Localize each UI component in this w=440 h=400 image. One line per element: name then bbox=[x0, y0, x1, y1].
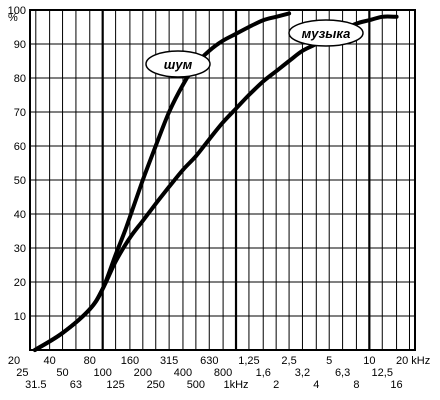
x-tick-label: 50 bbox=[56, 367, 68, 379]
y-tick-label: 40 bbox=[14, 209, 26, 221]
y-tick-label: 70 bbox=[14, 107, 26, 119]
grid bbox=[30, 9, 415, 350]
x-tick-label: 20 bbox=[8, 355, 20, 367]
series-label-noise: шум bbox=[164, 57, 193, 72]
x-tick-label: 3,2 bbox=[295, 367, 310, 379]
y-tick-label: 10 bbox=[14, 311, 26, 323]
x-tick-label: 315 bbox=[160, 355, 178, 367]
legend-label-music: музыка bbox=[288, 19, 364, 47]
legend-label-noise: шум bbox=[145, 50, 211, 78]
x-tick-label: 400 bbox=[174, 367, 192, 379]
x-tick-label: 1,6 bbox=[256, 367, 271, 379]
x-tick-label: 100 bbox=[94, 367, 112, 379]
x-tick-label: 63 bbox=[70, 379, 82, 391]
x-tick-label: 16 bbox=[390, 379, 402, 391]
x-tick-label: 4 bbox=[313, 379, 319, 391]
x-tick-label: 80 bbox=[84, 355, 96, 367]
y-tick-label: 60 bbox=[14, 141, 26, 153]
y-tick-label: 20 bbox=[14, 277, 26, 289]
x-axis-ticks: 20 40 80 160 315 630 1,25 2,5 5 10 25 50 100 200 400 80… bbox=[8, 355, 403, 391]
x-tick-label: 10 bbox=[363, 355, 375, 367]
x-tick-label: 200 bbox=[134, 367, 152, 379]
series-label-bubble bbox=[288, 19, 364, 47]
x-tick-label: 630 bbox=[200, 355, 218, 367]
x-tick-label: 25 bbox=[16, 367, 28, 379]
series-label-music: музыка bbox=[302, 26, 351, 41]
x-axis-unit: 20 kHz bbox=[396, 355, 430, 367]
y-tick-label: 100 bbox=[8, 5, 26, 17]
y-tick-label: 90 bbox=[14, 39, 26, 51]
y-axis-ticks: 10 20 30 40 50 60 70 80 90 100 bbox=[8, 5, 26, 323]
y-axis-unit: % bbox=[8, 12, 18, 24]
plot-frame bbox=[29, 9, 416, 351]
y-tick-label: 80 bbox=[14, 73, 26, 85]
x-tick-label: 40 bbox=[44, 355, 56, 367]
series-label-bubble bbox=[145, 50, 211, 78]
x-tick-label: 8 bbox=[353, 379, 359, 391]
x-tick-label: 2,5 bbox=[281, 355, 296, 367]
x-tick-label: 5 bbox=[326, 355, 332, 367]
y-tick-label: 30 bbox=[14, 243, 26, 255]
x-tick-label: 1,25 bbox=[238, 355, 259, 367]
y-tick-label: 50 bbox=[14, 175, 26, 187]
x-tick-label: 800 bbox=[214, 367, 232, 379]
x-tick-label: 125 bbox=[106, 379, 124, 391]
x-tick-label: 6,3 bbox=[335, 367, 350, 379]
x-tick-label: 250 bbox=[147, 379, 165, 391]
x-tick-label: 12,5 bbox=[372, 367, 393, 379]
x-tick-label: 2 bbox=[273, 379, 279, 391]
x-tick-label: 1kHz bbox=[223, 379, 248, 391]
x-tick-label: 31.5 bbox=[25, 379, 46, 391]
x-tick-label: 160 bbox=[121, 355, 139, 367]
x-tick-label: 500 bbox=[187, 379, 205, 391]
